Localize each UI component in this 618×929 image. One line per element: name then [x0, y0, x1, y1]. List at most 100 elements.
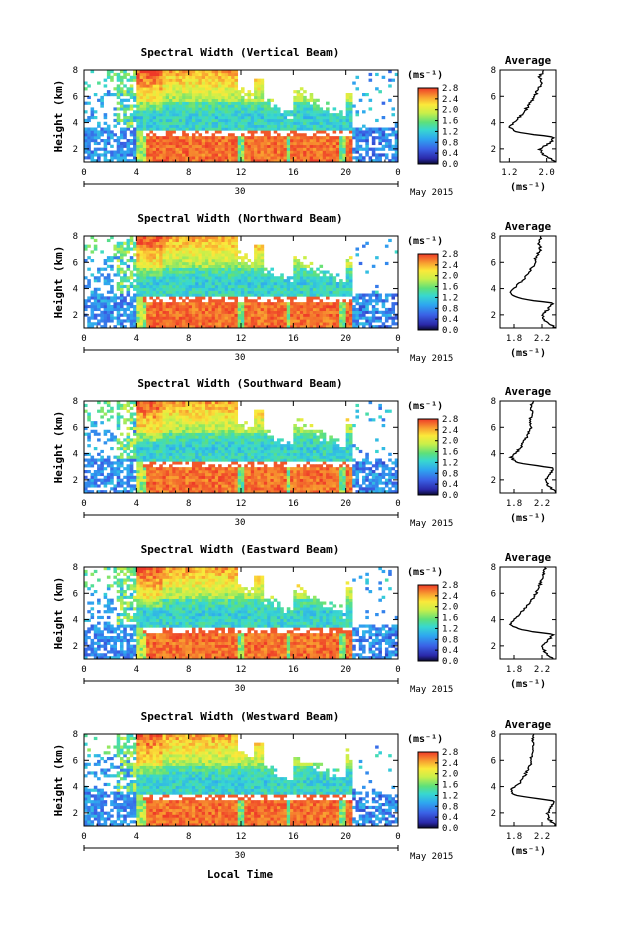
heatmap-cell [87, 139, 91, 143]
heatmap-cell [312, 273, 317, 277]
heatmap-cell [345, 273, 350, 277]
heatmap-cell [195, 247, 199, 251]
heatmap-cell [345, 159, 350, 163]
heatmap-cell [312, 118, 317, 123]
heatmap-cell [345, 156, 350, 160]
heatmap-cell [316, 316, 320, 320]
heatmap-cell [231, 287, 235, 291]
heatmap-cell [237, 113, 242, 117]
heatmap-cell [149, 264, 153, 268]
heatmap-cell [97, 124, 101, 128]
heatmap-cell [182, 293, 186, 297]
heatmap-cell [90, 478, 95, 482]
heatmap-cell [110, 478, 114, 482]
heatmap-cell [375, 302, 379, 306]
heatmap-cell [352, 307, 356, 312]
heatmap-cell [394, 322, 399, 326]
heatmap-cell [254, 110, 258, 114]
heatmap-cell [136, 159, 140, 163]
heatmap-cell [139, 104, 144, 108]
heatmap-cell [362, 130, 366, 134]
heatmap-cell [201, 110, 206, 114]
heatmap-cell [113, 325, 118, 329]
heatmap-cell [116, 284, 121, 289]
heatmap-cell [208, 316, 212, 320]
heatmap-cell [152, 150, 157, 154]
heatmap-cell [159, 403, 163, 408]
heatmap-cell [123, 279, 127, 283]
heatmap-cell [152, 93, 157, 97]
heatmap-cell [162, 412, 167, 416]
heatmap-cell [296, 101, 301, 105]
heatmap-cell [116, 470, 121, 474]
heatmap-cell [391, 113, 396, 117]
colorbar-tick-label: 2.4 [442, 95, 458, 105]
heatmap-cell [227, 84, 232, 88]
heatmap-cell [165, 87, 170, 91]
heatmap-cell [162, 403, 167, 408]
heatmap-cell [188, 250, 193, 254]
heatmap-cell [155, 441, 160, 445]
heatmap-cell [224, 310, 229, 314]
heatmap-cell [368, 296, 373, 300]
heatmap-cell [293, 290, 297, 294]
heatmap-cell [205, 316, 209, 320]
heatmap-cell [110, 296, 114, 300]
heatmap-cell [136, 87, 140, 91]
heatmap-cell [185, 279, 189, 283]
heatmap-cell [169, 156, 173, 160]
heatmap-cell [260, 282, 265, 286]
heatmap-cell [119, 141, 124, 146]
heatmap-cell [139, 441, 144, 445]
heatmap-cell [205, 261, 209, 266]
heatmap-cell [227, 270, 232, 274]
heatmap-cell [211, 144, 216, 148]
heatmap-cell [169, 270, 173, 274]
heatmap-cell [384, 244, 389, 248]
heatmap-cell [126, 418, 131, 422]
heatmap-cell [185, 141, 189, 146]
heatmap-cell [345, 282, 350, 286]
heatmap-cell [306, 293, 310, 297]
heatmap-cell [221, 250, 225, 254]
heatmap-cell [319, 290, 324, 294]
heatmap-cell [195, 153, 199, 157]
heatmap-cell [152, 264, 157, 268]
heatmap-cell [123, 310, 127, 314]
heatmap-cell [142, 310, 147, 314]
heatmap-cell [169, 484, 173, 488]
heatmap-cell [211, 121, 216, 125]
heatmap-cell [260, 264, 265, 268]
heatmap-cell [185, 270, 189, 274]
heatmap-cell [126, 87, 131, 91]
heatmap-cell [394, 124, 399, 128]
heatmap-cell [312, 270, 317, 274]
heatmap-cell [218, 307, 222, 312]
heatmap-cell [241, 110, 245, 114]
heatmap-cell [129, 487, 134, 491]
heatmap-cell [260, 319, 265, 323]
heatmap-cell [267, 299, 271, 303]
heatmap-cell [136, 133, 140, 137]
heatmap-cell [319, 136, 324, 140]
heatmap-cell [169, 147, 173, 151]
heatmap-cell [191, 70, 196, 74]
heatmap-cell [339, 139, 343, 143]
heatmap-cell [169, 313, 173, 317]
heatmap-cell [178, 72, 183, 77]
heatmap-cell [214, 293, 219, 297]
heatmap-cell [224, 293, 229, 297]
heatmap-cell [146, 78, 150, 82]
heatmap-cell [152, 253, 157, 257]
heatmap-cell [113, 118, 118, 123]
heatmap-cell [188, 141, 193, 146]
heatmap-cell [103, 282, 108, 286]
heatmap-cell [162, 429, 167, 433]
heatmap-cell [201, 307, 206, 312]
heatmap-cell [224, 238, 229, 243]
heatmap-cell [201, 313, 206, 317]
heatmap-cell [348, 264, 353, 268]
heatmap-cell [247, 93, 252, 97]
heatmap-cell [267, 141, 271, 146]
heatmap-cell [169, 141, 173, 146]
